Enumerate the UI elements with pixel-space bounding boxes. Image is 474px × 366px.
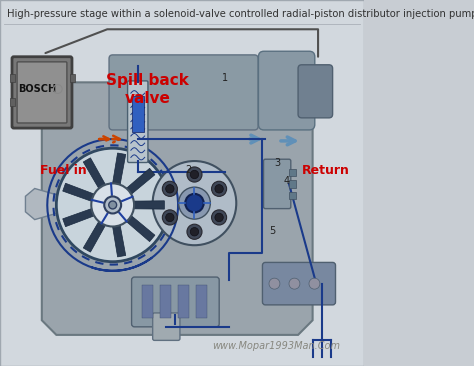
Circle shape [215,213,223,222]
Text: 3: 3 [274,158,280,168]
Text: 1: 1 [221,72,228,83]
Text: www.Mopar1993Man.Com: www.Mopar1993Man.Com [212,341,340,351]
Circle shape [190,228,199,236]
FancyBboxPatch shape [298,65,333,118]
FancyBboxPatch shape [264,159,291,209]
Bar [289,192,296,199]
Circle shape [104,197,121,213]
FancyBboxPatch shape [109,55,258,130]
Circle shape [187,167,202,182]
Text: Spill back
valve: Spill back valve [106,73,189,107]
Bar [10,98,15,106]
Circle shape [162,210,177,225]
Polygon shape [134,201,164,209]
FancyBboxPatch shape [258,51,315,130]
Bar [178,285,189,318]
Bar [289,169,296,176]
FancyBboxPatch shape [12,57,72,128]
Text: 2: 2 [185,165,191,175]
Circle shape [56,148,169,262]
Circle shape [179,187,210,219]
Circle shape [166,213,174,222]
Bar [289,180,296,188]
Polygon shape [127,216,155,242]
Circle shape [309,278,320,289]
Text: 4: 4 [283,176,290,186]
Circle shape [166,184,174,193]
Circle shape [187,224,202,239]
Bar [196,285,207,318]
Polygon shape [42,82,313,335]
Polygon shape [112,153,126,185]
Polygon shape [112,225,126,257]
Polygon shape [63,209,94,227]
FancyBboxPatch shape [263,262,336,305]
FancyBboxPatch shape [153,313,180,340]
Circle shape [211,210,227,225]
Text: 5: 5 [269,225,275,236]
Circle shape [190,170,199,179]
Circle shape [153,161,236,245]
Circle shape [269,278,280,289]
Circle shape [109,201,117,209]
Polygon shape [83,221,106,252]
FancyBboxPatch shape [132,277,219,327]
Circle shape [91,183,134,227]
Circle shape [162,181,177,197]
Polygon shape [83,158,106,188]
Circle shape [289,278,300,289]
Bar [142,285,153,318]
Circle shape [185,194,204,212]
Circle shape [211,181,227,197]
FancyBboxPatch shape [128,81,148,163]
FancyBboxPatch shape [17,62,67,123]
Text: Fuel in: Fuel in [40,164,87,177]
FancyBboxPatch shape [0,0,364,366]
Polygon shape [63,183,94,201]
Text: BOSCH: BOSCH [18,84,56,94]
Polygon shape [26,188,56,220]
FancyBboxPatch shape [132,96,144,132]
Text: Return: Return [301,164,349,177]
Bar [10,74,15,82]
Bar [70,74,75,82]
Polygon shape [127,168,155,194]
Text: High-pressure stage within a solenoid-valve controlled radial-piston distributor: High-pressure stage within a solenoid-va… [7,9,474,19]
Bar [160,285,171,318]
Circle shape [215,184,223,193]
